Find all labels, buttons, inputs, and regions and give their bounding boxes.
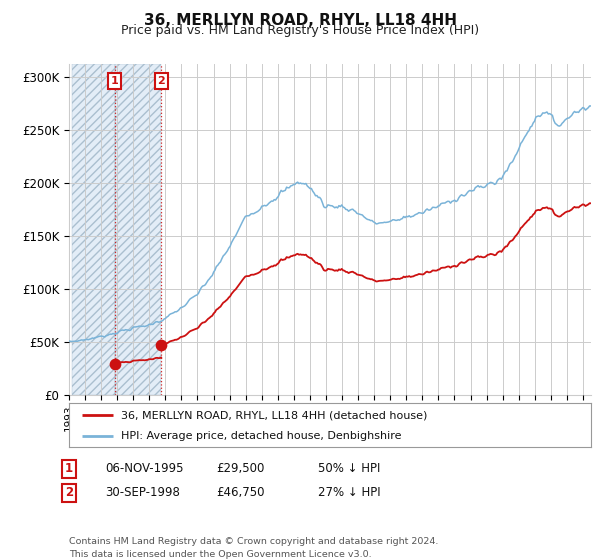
Text: HPI: Average price, detached house, Denbighshire: HPI: Average price, detached house, Denb… [121, 431, 402, 441]
Text: 2: 2 [65, 486, 73, 500]
Text: £29,500: £29,500 [216, 462, 265, 475]
Text: 1: 1 [65, 462, 73, 475]
Text: 1: 1 [111, 76, 119, 86]
Bar [115, 64, 161, 395]
Point [110, 359, 119, 368]
Text: 30-SEP-1998: 30-SEP-1998 [105, 486, 180, 500]
Text: Price paid vs. HM Land Registry's House Price Index (HPI): Price paid vs. HM Land Registry's House … [121, 24, 479, 37]
Text: 36, MERLLYN ROAD, RHYL, LL18 4HH: 36, MERLLYN ROAD, RHYL, LL18 4HH [143, 13, 457, 28]
Point [157, 341, 166, 350]
Text: 27% ↓ HPI: 27% ↓ HPI [318, 486, 380, 500]
Text: 2: 2 [157, 76, 165, 86]
Text: 50% ↓ HPI: 50% ↓ HPI [318, 462, 380, 475]
Text: Contains HM Land Registry data © Crown copyright and database right 2024.
This d: Contains HM Land Registry data © Crown c… [69, 538, 439, 559]
Bar [72, 64, 115, 395]
Bar [72, 64, 115, 395]
Text: £46,750: £46,750 [216, 486, 265, 500]
Text: 06-NOV-1995: 06-NOV-1995 [105, 462, 184, 475]
Text: 36, MERLLYN ROAD, RHYL, LL18 4HH (detached house): 36, MERLLYN ROAD, RHYL, LL18 4HH (detach… [121, 410, 428, 421]
Bar [115, 64, 161, 395]
